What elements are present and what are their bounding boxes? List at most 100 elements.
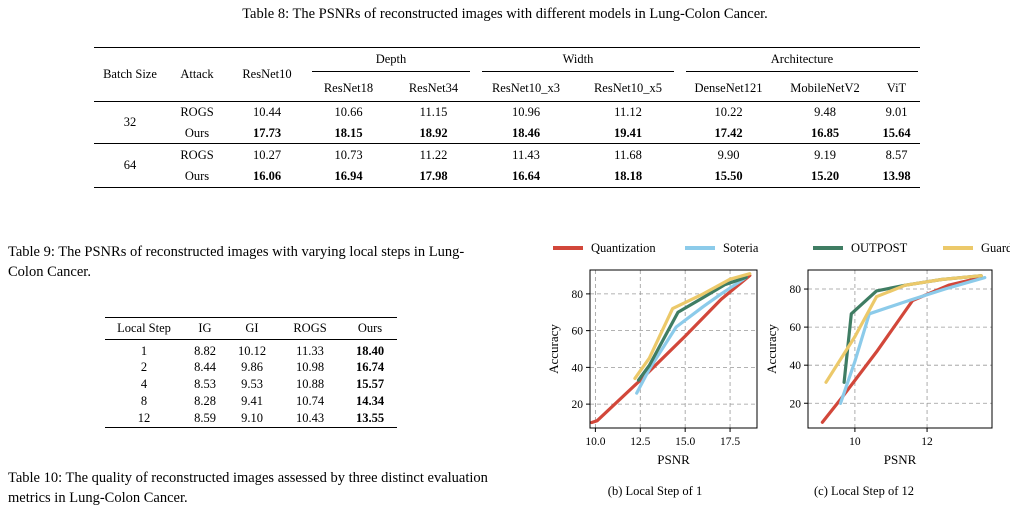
table-cell: 9.53 <box>241 377 263 391</box>
header-group-architecture: Architecture <box>686 52 918 72</box>
value-cell: 10.73 <box>306 143 391 167</box>
plot-frame <box>589 269 758 429</box>
table9-caption: Table 9: The PSNRs of reconstructed imag… <box>8 244 465 280</box>
value-cell-best: 17.98 <box>391 166 476 188</box>
value-cell: 11.12 <box>576 101 680 124</box>
chart-local-step-1: 10.0 12.5 15.0 17.5 20 40 60 80 PSNR Accuracy <box>546 269 758 467</box>
table-cell: 9.41 <box>241 394 263 408</box>
x-tick-label: 12.5 <box>630 436 650 448</box>
table-cell-best: 14.34 <box>355 394 385 408</box>
series-line-outpost <box>636 275 748 382</box>
plot-frame <box>807 269 993 429</box>
value-cell-best: 15.20 <box>777 166 873 188</box>
x-tick-label: 12 <box>921 436 933 448</box>
x-axis-label: PSNR <box>884 452 917 467</box>
value-cell-best: 15.50 <box>680 166 777 188</box>
legend-label-guardian: Guardian <box>981 241 1010 255</box>
t9-header-gi: GI <box>227 317 277 340</box>
value-cell: 11.15 <box>391 101 476 124</box>
value-cell-best: 18.92 <box>419 125 448 140</box>
value-cell: 11.68 <box>576 143 680 167</box>
table-cell: 2 <box>140 360 148 374</box>
header-resnet18: ResNet18 <box>323 80 374 95</box>
table-cell-best: 15.57 <box>355 377 385 391</box>
series-line-quantization <box>590 273 752 425</box>
legend-label-quantization: Quantization <box>591 241 656 255</box>
y-tick-label: 20 <box>790 398 802 410</box>
y-tick-label: 60 <box>572 326 584 338</box>
table9: Local Step IG GI ROGS Ours 1 8.82 10.12 11.… <box>105 317 397 428</box>
series-line-guardian <box>824 274 983 384</box>
header-group-width: Width <box>482 52 674 72</box>
t9-header-local-step: Local Step <box>105 317 183 340</box>
attack-cell: Ours <box>184 125 210 140</box>
t9-header-ours: Ours <box>343 317 397 340</box>
y-axis-label: Accuracy <box>764 324 779 374</box>
x-tick-label: 10 <box>849 436 861 448</box>
header-resnet10-x3: ResNet10_x3 <box>491 80 561 95</box>
header-mobilenetv2: MobileNetV2 <box>790 80 860 95</box>
value-cell: 11.43 <box>476 143 576 167</box>
y-tick-label: 80 <box>572 289 584 301</box>
legend-label-soteria: Soteria <box>723 241 759 255</box>
series-line-quantization <box>820 275 983 424</box>
table-cell: 10.98 <box>295 360 325 374</box>
value-cell-best: 16.94 <box>306 166 391 188</box>
value-cell: 9.90 <box>680 143 777 167</box>
value-cell-best: 19.41 <box>613 125 643 140</box>
header-resnet10: ResNet10 <box>228 47 306 102</box>
table-cell: 12 <box>105 410 183 428</box>
value-cell: 10.96 <box>476 101 576 124</box>
value-cell-best: 18.18 <box>576 166 680 188</box>
y-tick-label: 40 <box>790 360 802 372</box>
table8-caption: Table 8: The PSNRs of reconstructed imag… <box>242 6 768 22</box>
attack-cell: Ours <box>166 166 228 188</box>
table-cell: 10.43 <box>277 410 343 428</box>
table10-caption: Table 10: The quality of reconstructed i… <box>8 470 488 506</box>
figure-charts: QuantizationSoteriaOUTPOSTGuardian 10.01… <box>546 241 1010 467</box>
x-tick-label: 17.5 <box>720 436 740 448</box>
legend-label-outpost: OUTPOST <box>851 241 908 255</box>
table-cell-best: 13.55 <box>343 410 397 428</box>
table-cell: 8 <box>140 394 148 408</box>
value-cell-best: 15.64 <box>882 125 911 140</box>
batch-size-cell: 64 <box>94 143 166 188</box>
x-axis-label: PSNR <box>657 452 690 467</box>
value-cell: 10.27 <box>228 143 306 167</box>
table-cell: 11.33 <box>296 344 324 358</box>
value-cell: 9.19 <box>777 143 873 167</box>
value-cell: 11.22 <box>391 143 476 167</box>
table-cell: 8.82 <box>194 344 216 358</box>
series-line-soteria <box>838 275 987 405</box>
header-resnet10-x5: ResNet10_x5 <box>593 80 663 95</box>
table-cell: 8.53 <box>194 377 216 391</box>
header-batch-size: Batch Size <box>94 47 166 102</box>
table-cell: 1 <box>140 344 148 358</box>
table-cell: 9.10 <box>227 410 277 428</box>
header-densenet121: DenseNet121 <box>694 80 763 95</box>
value-cell-best: 18.15 <box>334 125 363 140</box>
table-cell: 8.28 <box>194 394 216 408</box>
y-tick-label: 60 <box>790 322 802 334</box>
x-tick-label: 15.0 <box>675 436 695 448</box>
subfigure-caption-b: (b) Local Step of 1 <box>607 484 703 498</box>
t9-header-ig: IG <box>183 317 227 340</box>
header-attack: Attack <box>166 47 228 102</box>
t9-header-rogs: ROGS <box>277 317 343 340</box>
header-vit: ViT <box>886 80 907 95</box>
y-axis-label: Accuracy <box>546 324 561 374</box>
value-cell: 9.48 <box>777 101 873 124</box>
table-cell: 10.74 <box>295 394 325 408</box>
header-resnet34: ResNet34 <box>408 80 459 95</box>
legend: Quantization Soteria OUTPOST Guardian <box>553 241 1010 255</box>
value-cell-best: 18.46 <box>511 125 541 140</box>
table-cell: 10.12 <box>237 344 267 358</box>
table-cell: 4 <box>140 377 148 391</box>
table-cell: 10.88 <box>295 377 325 391</box>
value-cell-best: 16.64 <box>476 166 576 188</box>
y-tick-label: 40 <box>572 362 584 374</box>
table-cell-best: 18.40 <box>355 344 385 358</box>
batch-size-cell: 32 <box>94 101 166 144</box>
attack-cell: ROGS <box>166 101 228 124</box>
y-tick-label: 80 <box>790 284 802 296</box>
